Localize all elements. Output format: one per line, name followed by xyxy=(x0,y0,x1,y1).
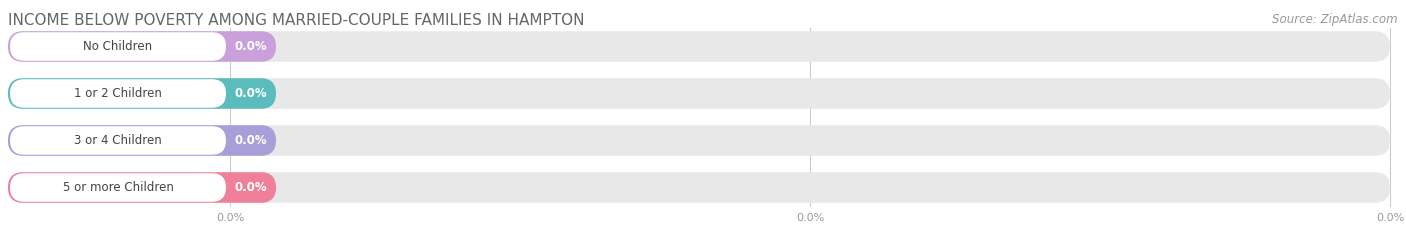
FancyBboxPatch shape xyxy=(8,31,276,62)
Text: 0.0%: 0.0% xyxy=(235,40,267,53)
Text: 0.0%: 0.0% xyxy=(796,213,824,223)
FancyBboxPatch shape xyxy=(8,172,1391,203)
FancyBboxPatch shape xyxy=(8,125,1391,156)
FancyBboxPatch shape xyxy=(10,32,226,61)
Text: 5 or more Children: 5 or more Children xyxy=(62,181,173,194)
Text: No Children: No Children xyxy=(83,40,153,53)
Text: 0.0%: 0.0% xyxy=(235,181,267,194)
Text: Source: ZipAtlas.com: Source: ZipAtlas.com xyxy=(1272,13,1398,26)
FancyBboxPatch shape xyxy=(8,78,1391,109)
FancyBboxPatch shape xyxy=(8,31,1391,62)
Text: 0.0%: 0.0% xyxy=(235,87,267,100)
FancyBboxPatch shape xyxy=(10,79,226,108)
Text: 3 or 4 Children: 3 or 4 Children xyxy=(75,134,162,147)
Text: 0.0%: 0.0% xyxy=(235,134,267,147)
Text: 1 or 2 Children: 1 or 2 Children xyxy=(75,87,162,100)
FancyBboxPatch shape xyxy=(10,126,226,155)
FancyBboxPatch shape xyxy=(10,173,226,202)
Text: 0.0%: 0.0% xyxy=(217,213,245,223)
FancyBboxPatch shape xyxy=(8,78,276,109)
FancyBboxPatch shape xyxy=(8,172,276,203)
FancyBboxPatch shape xyxy=(8,125,276,156)
Text: 0.0%: 0.0% xyxy=(1376,213,1405,223)
Text: INCOME BELOW POVERTY AMONG MARRIED-COUPLE FAMILIES IN HAMPTON: INCOME BELOW POVERTY AMONG MARRIED-COUPL… xyxy=(8,13,585,28)
